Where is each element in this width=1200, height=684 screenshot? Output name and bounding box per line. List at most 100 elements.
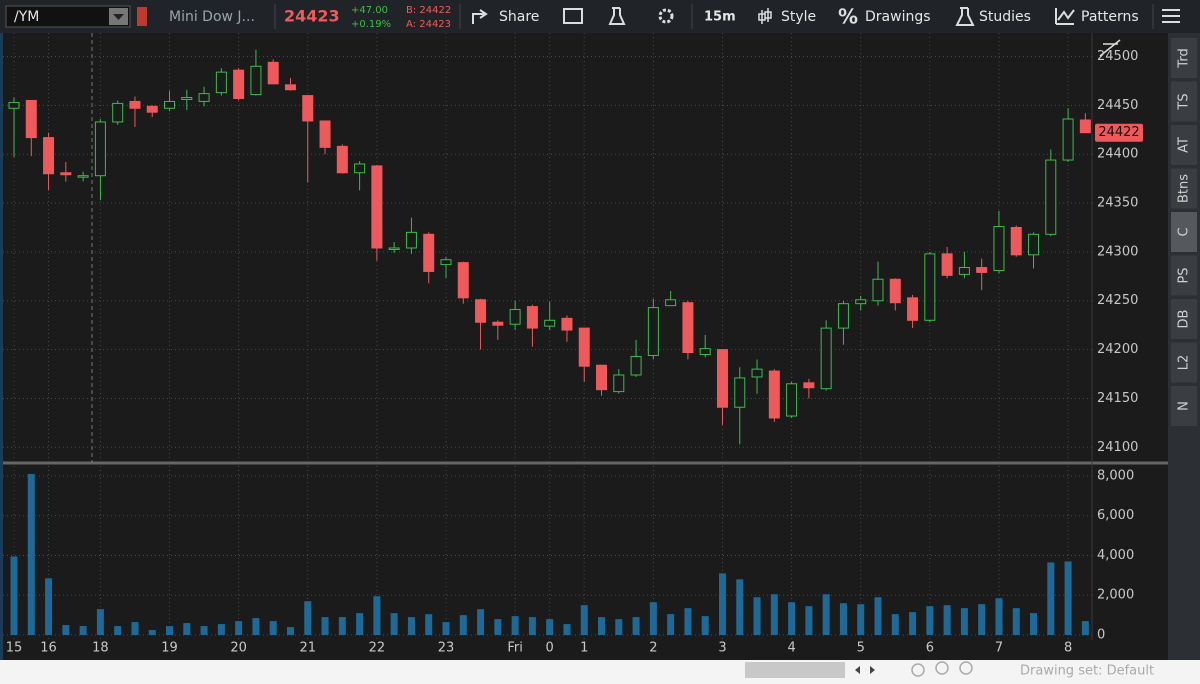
- candle-body: [25, 99, 37, 139]
- volume-tick-label: 0: [1097, 628, 1105, 643]
- volume-bar: [304, 601, 312, 635]
- share-button[interactable]: Share: [499, 9, 539, 25]
- style-icon[interactable]: [758, 8, 772, 24]
- candle-body: [354, 163, 366, 174]
- volume-bar: [477, 609, 485, 635]
- volume-bar: [511, 616, 519, 635]
- x-tick-label: 3: [718, 641, 726, 656]
- volume-bar: [891, 614, 899, 635]
- drawing-set[interactable]: Drawing set: Default: [1020, 664, 1154, 679]
- candle-body: [716, 349, 728, 408]
- zoom-in[interactable]: [935, 661, 949, 675]
- x-tick-label: 18: [92, 641, 109, 656]
- candle-body: [267, 61, 279, 85]
- candle-body: [8, 101, 20, 109]
- candle-body: [837, 303, 849, 329]
- y-tick-label: 24250: [1097, 293, 1138, 308]
- x-tick-label: 1: [580, 641, 588, 656]
- pct-change: +0.19%: [351, 19, 391, 30]
- volume-bar: [459, 615, 467, 635]
- volume-bar: [546, 619, 554, 635]
- flask-icon[interactable]: [608, 7, 626, 25]
- y-tick-label: 24300: [1097, 244, 1138, 259]
- drawings-icon: %: [838, 5, 858, 29]
- candle-body: [596, 364, 608, 391]
- volume-bar: [857, 604, 865, 635]
- symbol-box[interactable]: [5, 5, 131, 28]
- drawings-button[interactable]: Drawings: [865, 9, 931, 25]
- alert-flag[interactable]: [137, 7, 147, 26]
- trend-tool[interactable]: [1099, 39, 1121, 57]
- volume-bar: [407, 617, 415, 635]
- candle-body: [751, 368, 763, 378]
- x-tick-label: 4: [787, 641, 795, 656]
- candle-body: [526, 306, 538, 329]
- candle-body: [164, 100, 176, 109]
- volume-tick-label: 4,000: [1097, 548, 1134, 563]
- candle-body: [94, 121, 106, 177]
- side-tab[interactable]: [1171, 299, 1197, 339]
- share-icon[interactable]: [472, 9, 488, 24]
- side-tab[interactable]: [1171, 386, 1197, 426]
- zoom-out[interactable]: [959, 661, 973, 675]
- volume-bar: [839, 603, 847, 635]
- candle-body: [907, 297, 919, 321]
- candle-body: [768, 370, 780, 419]
- volume-bar: [62, 625, 70, 635]
- volume-bar: [960, 608, 968, 635]
- candle-body: [112, 102, 124, 123]
- ask: A: 24423: [406, 19, 451, 30]
- scroll-thumb[interactable]: [745, 662, 845, 678]
- candle-body: [647, 307, 659, 356]
- x-tick-label: 19: [161, 641, 178, 656]
- x-tick-label: 5: [857, 641, 865, 656]
- volume-bar: [753, 597, 761, 635]
- side-tab[interactable]: [1171, 255, 1197, 296]
- interval-button[interactable]: 15m: [704, 10, 736, 25]
- candle-body: [578, 327, 590, 367]
- net-change: +47.00: [351, 5, 388, 16]
- side-tab[interactable]: [1171, 212, 1197, 252]
- last-price: 24423: [284, 7, 340, 26]
- side-tab[interactable]: [1171, 168, 1197, 209]
- side-tab[interactable]: [1171, 38, 1197, 78]
- x-tick-label: Fri: [507, 641, 523, 656]
- patterns-icon[interactable]: [1055, 8, 1075, 25]
- volume-bar: [701, 616, 709, 635]
- candle-body: [405, 231, 417, 249]
- volume-bar: [1047, 562, 1055, 635]
- settings-icon[interactable]: [658, 8, 674, 24]
- volume-bar: [805, 606, 813, 635]
- volume-bar: [1064, 561, 1072, 635]
- candle-body: [682, 302, 694, 354]
- studies-button[interactable]: Studies: [979, 9, 1031, 25]
- side-tab[interactable]: [1171, 81, 1197, 122]
- style-button[interactable]: Style: [781, 9, 816, 25]
- volume-bar: [390, 613, 398, 635]
- volume-bar: [770, 594, 778, 635]
- candle-body: [993, 225, 1005, 271]
- volume-bar: [27, 473, 35, 635]
- candle-body: [198, 93, 210, 102]
- snapshot-icon[interactable]: [563, 8, 583, 24]
- volume-bar: [874, 597, 882, 635]
- side-tab[interactable]: [1171, 342, 1197, 383]
- side-tab-label: Btns: [1177, 174, 1192, 203]
- side-tab-label: L2: [1177, 355, 1192, 371]
- menu-icon[interactable]: [1162, 9, 1180, 23]
- volume-bar: [286, 627, 294, 635]
- side-tab[interactable]: [1171, 125, 1197, 165]
- patterns-button[interactable]: Patterns: [1081, 9, 1139, 25]
- candle-body: [1045, 159, 1057, 235]
- volume-bar: [1030, 613, 1038, 635]
- volume-bar: [978, 604, 986, 635]
- studies-icon[interactable]: [955, 7, 975, 26]
- scroll-arrows[interactable]: [855, 666, 875, 674]
- candle-body: [924, 253, 936, 321]
- x-tick-label: 6: [926, 641, 934, 656]
- crosshair-tool[interactable]: [911, 663, 925, 677]
- volume-bar: [684, 608, 692, 635]
- side-tab-label: Trd: [1177, 48, 1192, 68]
- candle-body: [820, 327, 832, 390]
